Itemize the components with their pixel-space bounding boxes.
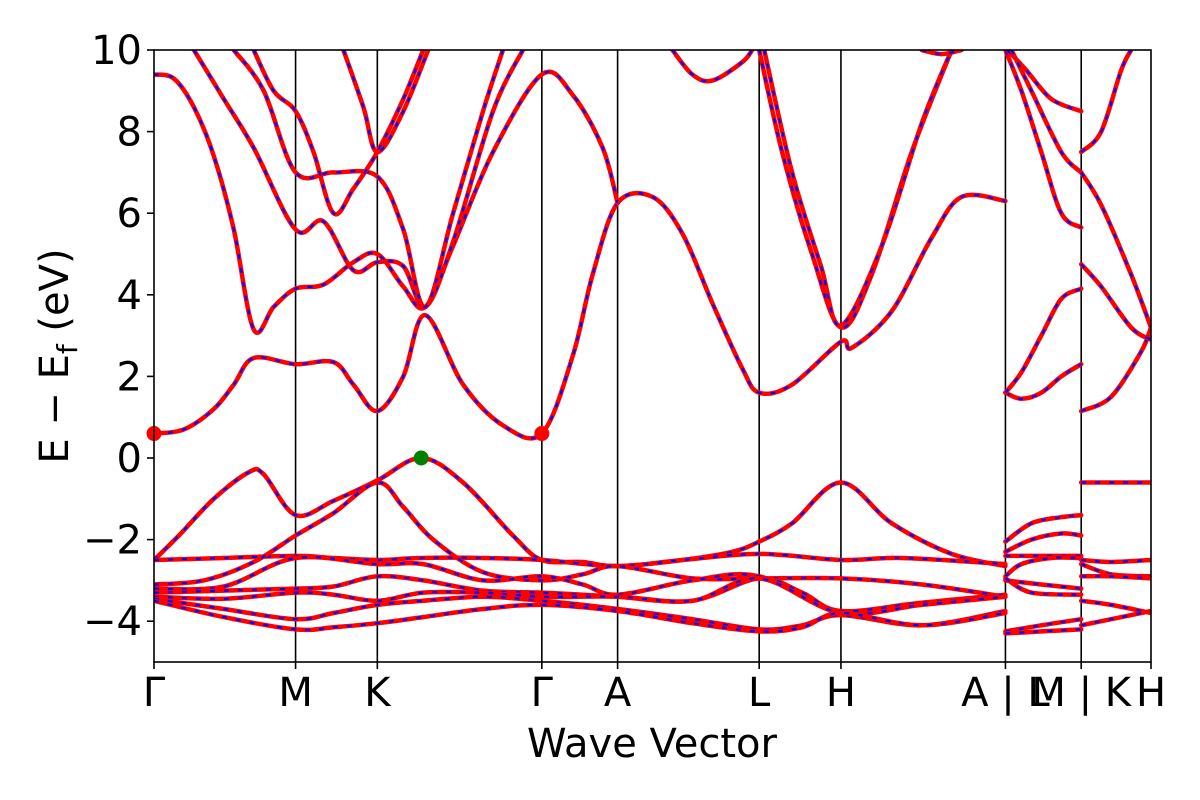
segment2-valence-8 [1003,627,1084,636]
band-lines [154,50,1151,636]
vbm-marker [413,450,429,466]
segment2-conduction-2-dash [1004,287,1082,394]
x-axis-label: Wave Vector [527,721,778,767]
conduction-band-9-dash [763,50,953,327]
conduction-band-6-dash [342,50,430,154]
segment2-valence-6-dash [1004,577,1082,596]
segment2-conduction-3-dash [1004,50,1082,229]
segment2-valence-2-dash [1004,532,1082,553]
segment3-valence-5-dash [1081,599,1151,615]
y-tick-label: 10 [91,28,142,74]
x-tick-label: K [364,670,392,716]
conduction-band-2-dash [154,70,619,334]
y-axis-label: E − Ef (eV) [32,248,84,463]
x-tick-label: M | K [1031,670,1132,716]
valence-band-5-dash [154,574,1006,613]
x-tick-label: Γ [143,670,166,716]
y-tick-label: −2 [83,518,142,564]
segment3-valence-6-dash [1080,609,1151,627]
axes-frame [153,49,1152,663]
segment2-conduction-5 [1009,50,1084,175]
segment3-conduction-3-dash [1080,171,1151,328]
y-tick-label: −4 [83,599,142,645]
x-tick-label: Γ [531,670,554,716]
y-axis-label-main: E − E [32,354,78,464]
conduction-band-1-dash [154,192,1006,440]
segment2-conduction-1-dash [1004,363,1082,400]
valence-band-3-dash [154,481,1006,598]
segment2-valence-7 [1003,616,1084,634]
y-tick-label: 0 [117,436,142,482]
valence-band-8-dash [154,599,1006,633]
conduction-band-4 [231,50,506,310]
segment3-valence-2-dash [1081,558,1151,564]
segment2-valence-1-dash [1004,514,1082,543]
cbm-marker [534,426,550,442]
y-axis-label-unit: (eV) [32,248,78,344]
conduction-band-3-dash [192,50,524,309]
y-tick-label: 2 [117,354,142,400]
segment2-valence-4 [1003,555,1084,579]
segment3-conduction-4 [1078,50,1134,155]
x-tick-label: L [748,670,771,716]
segment3-conduction-2 [1078,261,1151,342]
y-axis-label-subscript: f [51,343,84,354]
x-tick-label: H [826,670,856,716]
y-axis-ticks: −4 −2 0 2 4 6 8 10 [83,28,154,645]
segment3-valence-4-dash [1081,575,1151,580]
x-tick-label: A | L [961,670,1050,716]
y-tick-label: 8 [117,110,142,156]
y-tick-label: 4 [117,273,142,319]
valence-band-1 [154,455,1008,569]
segment3-conduction-1-dash [1080,326,1151,413]
x-tick-label: A [604,670,632,716]
y-tick-label: 6 [117,191,142,237]
conduction-band-5-dash [252,50,425,216]
conduction-band-10-dash [921,50,962,56]
conduction-band-7 [670,50,755,84]
segment2-conduction-4-dash [1006,50,1082,113]
x-tick-label: M [278,670,313,716]
x-tick-label: H [1136,670,1166,716]
